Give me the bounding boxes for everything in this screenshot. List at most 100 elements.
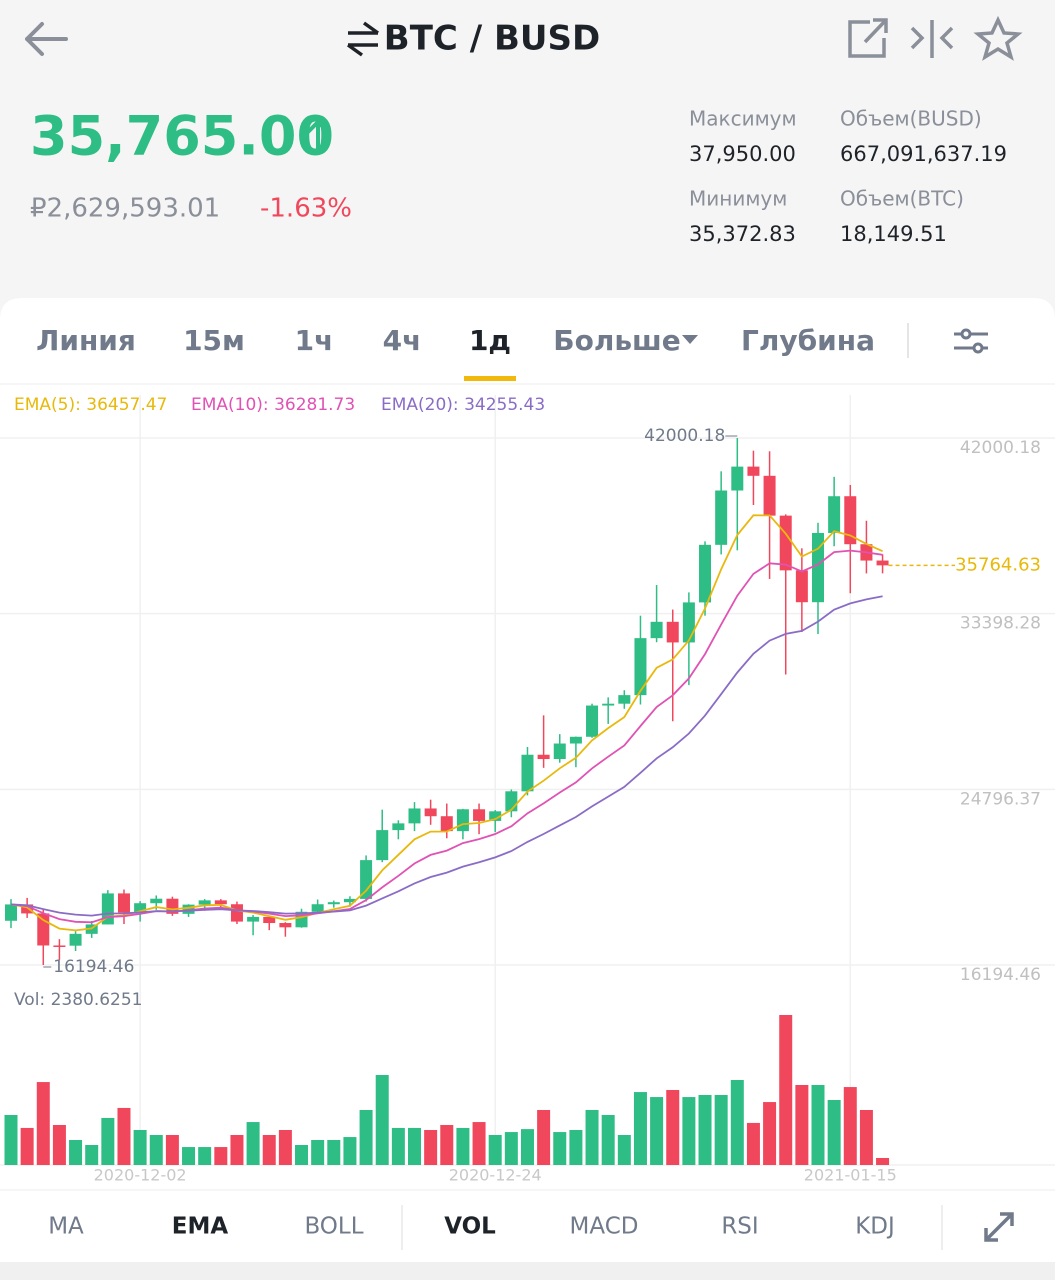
volume-bar xyxy=(4,1115,18,1165)
volume-bar xyxy=(391,1127,405,1165)
volume-bar xyxy=(36,1082,50,1165)
candle-body xyxy=(134,903,147,913)
volume-bar xyxy=(262,1135,276,1165)
candle-body xyxy=(214,900,227,905)
volume-bar xyxy=(698,1095,712,1165)
tab[interactable]: 4ч xyxy=(383,324,422,357)
split-icon[interactable] xyxy=(910,20,954,58)
stat-value: 35,372.83 xyxy=(689,222,796,246)
stat-value: 18,149.51 xyxy=(840,222,947,246)
volume-bar xyxy=(456,1127,470,1165)
tab[interactable]: 1д xyxy=(469,324,511,357)
volume-bar xyxy=(295,1145,309,1165)
volume-bar xyxy=(85,1145,99,1165)
volume-bar xyxy=(714,1095,728,1165)
volume-bar xyxy=(198,1147,212,1165)
volume-bar xyxy=(311,1140,325,1165)
dropdown-icon xyxy=(682,335,698,344)
candle-body xyxy=(5,904,17,921)
tab[interactable]: Глубина xyxy=(741,324,875,357)
candle-body xyxy=(747,466,760,476)
candle-body xyxy=(666,621,679,643)
candle-body xyxy=(586,705,599,737)
candle-body xyxy=(424,808,437,817)
volume-bar xyxy=(488,1135,502,1165)
change: -1.63% xyxy=(260,194,352,224)
volume-bar xyxy=(730,1080,744,1165)
volume-bar xyxy=(601,1115,615,1165)
tab[interactable]: 15м xyxy=(183,324,245,357)
volume-bar xyxy=(101,1117,115,1165)
legend-entry: EMA(5): 36457.47 xyxy=(14,395,167,415)
volume-bar xyxy=(182,1147,196,1165)
volume-bar xyxy=(165,1135,179,1165)
fullscreen-icon[interactable] xyxy=(984,1212,1014,1242)
candle-body xyxy=(521,754,534,792)
x-tick-label: 2021-01-15 xyxy=(804,1166,897,1185)
candle-body xyxy=(505,791,518,812)
volume-bar xyxy=(633,1092,647,1165)
candle-body xyxy=(182,904,195,914)
volume-bar xyxy=(359,1110,373,1165)
price-rub: ₽2,629,593.01 xyxy=(30,194,220,224)
candle-body xyxy=(537,754,550,760)
indicator-tab[interactable]: EMA xyxy=(172,1214,229,1240)
volume-bar xyxy=(827,1100,841,1165)
y-tick-label: 33398.28 xyxy=(960,614,1041,634)
volume-bar xyxy=(408,1127,421,1165)
favorite-icon[interactable] xyxy=(973,15,1023,61)
candle-body xyxy=(634,638,647,696)
candle-body xyxy=(117,893,130,913)
candle-body xyxy=(650,621,663,639)
candle-body xyxy=(360,860,373,899)
back-button[interactable] xyxy=(25,22,68,56)
tab[interactable]: Больше xyxy=(553,324,681,357)
stat-label: Объем(BTC) xyxy=(840,187,964,211)
indicator-tab[interactable]: BOLL xyxy=(304,1214,363,1240)
volume-bar xyxy=(214,1147,228,1165)
indicator-tab[interactable]: RSI xyxy=(721,1214,758,1240)
candle-body xyxy=(37,913,50,946)
tab-underline xyxy=(464,376,516,381)
candle-body xyxy=(699,544,712,603)
volume-label: Vol: 2380.6251 xyxy=(14,990,143,1010)
candle-body xyxy=(553,743,566,760)
footer-bar xyxy=(0,1262,1055,1280)
volume-bar xyxy=(424,1130,438,1165)
candle-body xyxy=(69,933,82,946)
chart: 2020-12-02 2020-12-24 2021-01-15 16194.46 24… xyxy=(0,395,1055,1185)
volume-bar xyxy=(52,1125,66,1165)
volume-bar xyxy=(650,1097,664,1165)
candle-body xyxy=(150,898,163,904)
indicator-tab[interactable]: MACD xyxy=(570,1214,639,1240)
ema-line xyxy=(10,595,883,917)
volume-bar xyxy=(746,1122,760,1165)
candle-body xyxy=(311,904,324,912)
indicator-tab[interactable]: MA xyxy=(48,1214,84,1240)
settings-icon[interactable] xyxy=(954,328,988,354)
tab[interactable]: 1ч xyxy=(295,324,334,357)
volume-bar xyxy=(617,1135,631,1165)
share-icon[interactable] xyxy=(848,18,888,58)
candle-body xyxy=(779,515,792,571)
indicator-tab[interactable]: VOL xyxy=(444,1214,496,1240)
ema-line xyxy=(10,514,883,932)
pair-title: BTC / BUSD xyxy=(384,19,600,59)
candle-body xyxy=(569,736,582,744)
volume-bar xyxy=(278,1130,292,1165)
swap-icon[interactable] xyxy=(346,21,380,57)
legend-entry: EMA(20): 34255.43 xyxy=(381,395,545,415)
volume-bar xyxy=(149,1135,163,1165)
candle-body xyxy=(166,898,179,914)
volume-bar xyxy=(133,1130,147,1165)
volume-bar xyxy=(375,1075,389,1165)
tab[interactable]: Линия xyxy=(36,324,136,357)
indicator-tab[interactable]: KDJ xyxy=(855,1214,895,1240)
candle-body xyxy=(263,916,276,924)
x-tick-label: 2020-12-02 xyxy=(94,1166,187,1185)
last-price-label: 35764.63 xyxy=(955,554,1041,575)
candle-body xyxy=(279,923,292,928)
candle-body xyxy=(489,811,502,821)
